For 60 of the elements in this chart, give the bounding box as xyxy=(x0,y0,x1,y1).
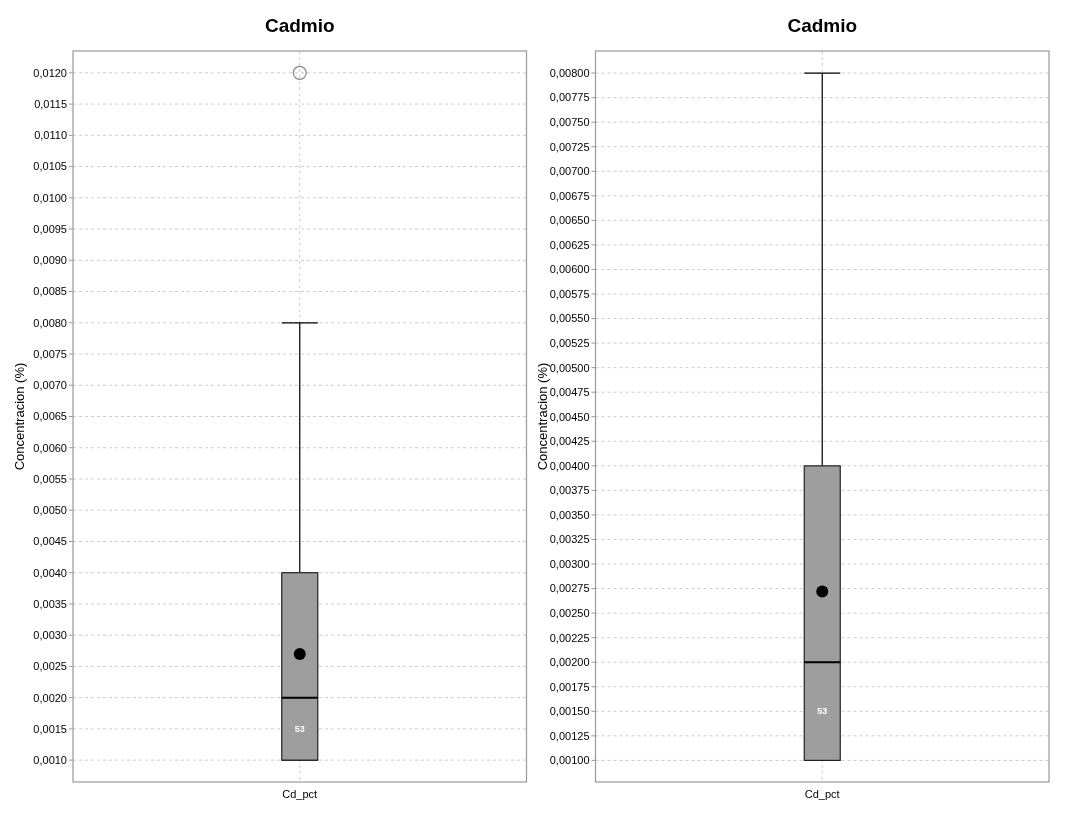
y-tick-label: 0,0090 xyxy=(33,254,67,267)
y-tick-label: 0,00350 xyxy=(549,508,590,521)
y-tick-label: 0,00725 xyxy=(549,140,590,153)
y-tick-label: 0,00375 xyxy=(549,484,590,497)
y-tick-label: 0,00200 xyxy=(549,656,590,669)
y-tick-label: 0,0095 xyxy=(33,222,67,235)
y-tick-label: 0,00450 xyxy=(549,410,590,423)
y-tick-label: 0,0120 xyxy=(33,66,67,79)
y-tick-label: 0,0030 xyxy=(33,629,67,642)
y-tick-label: 0,00250 xyxy=(549,606,590,619)
y-tick-label: 0,0035 xyxy=(33,597,67,610)
y-tick-label: 0,00550 xyxy=(549,312,590,325)
y-tick-label: 0,0105 xyxy=(33,160,67,173)
y-tick-label: 0,00225 xyxy=(549,631,590,644)
y-tick-label: 0,0065 xyxy=(33,410,67,423)
y-tick-label: 0,0045 xyxy=(33,535,67,548)
y-axis-title: Concentracion (%) xyxy=(12,362,27,471)
y-tick-label: 0,00600 xyxy=(549,263,590,276)
y-tick-label: 0,00525 xyxy=(549,336,590,349)
annotation: 53 xyxy=(294,724,305,735)
y-tick-label: 0,0075 xyxy=(33,347,67,360)
y-tick-label: 0,0055 xyxy=(33,472,67,485)
y-tick-label: 0,0060 xyxy=(33,441,67,454)
y-tick-label: 0,0015 xyxy=(33,722,67,735)
y-tick-label: 0,00650 xyxy=(549,214,590,227)
y-tick-label: 0,0020 xyxy=(33,691,67,704)
y-tick-label: 0,0025 xyxy=(33,660,67,673)
chart-title: Cadmio xyxy=(787,15,858,36)
y-tick-label: 0,00675 xyxy=(549,189,590,202)
y-tick-label: 0,00700 xyxy=(549,165,590,178)
y-tick-label: 0,0040 xyxy=(33,566,67,579)
y-tick-label: 0,00300 xyxy=(549,557,590,570)
y-tick-label: 0,00625 xyxy=(549,238,590,251)
y-tick-label: 0,00475 xyxy=(549,386,590,399)
y-tick-label: 0,0110 xyxy=(34,129,67,142)
y-tick-label: 0,00175 xyxy=(549,680,590,693)
y-axis-title: Concentracion (%) xyxy=(534,362,550,471)
x-tick-label: Cd_pct xyxy=(804,788,840,800)
y-tick-label: 0,0085 xyxy=(33,285,67,298)
y-tick-label: 0,0080 xyxy=(33,316,67,329)
y-tick-label: 0,00500 xyxy=(549,361,590,374)
y-tick-label: 0,0010 xyxy=(33,753,67,766)
y-tick-label: 0,00775 xyxy=(549,91,590,104)
y-tick-label: 0,0100 xyxy=(33,191,67,204)
annotation: 53 xyxy=(817,706,828,717)
y-tick-label: 0,00575 xyxy=(549,287,590,300)
y-tick-label: 0,00325 xyxy=(549,533,590,546)
y-tick-label: 0,0050 xyxy=(33,504,67,517)
y-tick-label: 0,00800 xyxy=(549,66,590,79)
y-tick-label: 0,00125 xyxy=(549,729,590,742)
x-tick-label: Cd_pct xyxy=(282,788,318,800)
chart-title: Cadmio xyxy=(264,15,335,36)
y-tick-label: 0,0115 xyxy=(34,97,67,110)
y-tick-label: 0,00100 xyxy=(549,754,590,767)
y-tick-label: 0,00750 xyxy=(549,116,590,129)
y-tick-label: 0,00400 xyxy=(549,459,590,472)
y-tick-label: 0,00275 xyxy=(549,582,590,595)
y-tick-label: 0,00150 xyxy=(549,705,590,718)
y-tick-label: 0,00425 xyxy=(549,435,590,448)
y-tick-label: 0,0070 xyxy=(33,379,67,392)
